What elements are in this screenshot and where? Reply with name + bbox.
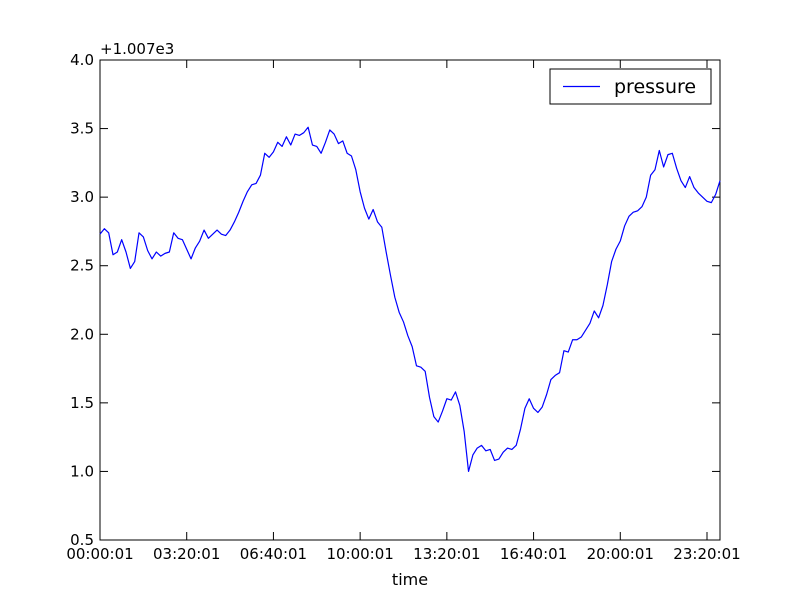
x-tick-label: 13:20:01 bbox=[413, 545, 480, 563]
y-tick-label: 3.0 bbox=[70, 188, 94, 206]
series-line-pressure bbox=[99, 126, 721, 473]
y-tick-label: 2.5 bbox=[70, 257, 94, 275]
series-group bbox=[99, 126, 721, 473]
x-tick-label: 16:40:01 bbox=[500, 545, 567, 563]
y-tick-label: 1.0 bbox=[70, 462, 94, 480]
y-tick-label: 0.5 bbox=[70, 531, 94, 549]
y-axis-offset-label: +1.007e3 bbox=[100, 40, 174, 58]
y-tick-label: 3.5 bbox=[70, 120, 94, 138]
x-tick-label: 06:40:01 bbox=[240, 545, 307, 563]
y-tick-label: 4.0 bbox=[70, 51, 94, 69]
y-axis-ticks: 0.5 1.0 1.5 2.0 2.5 3.0 3.5 4.0 bbox=[70, 51, 720, 549]
x-tick-label: 23:20:01 bbox=[673, 545, 740, 563]
plot-area-frame bbox=[99, 59, 721, 541]
legend: pressure bbox=[549, 68, 712, 105]
x-tick-label: 00:00:01 bbox=[66, 545, 133, 563]
x-axis-title: time bbox=[392, 570, 428, 589]
x-tick-label: 10:00:01 bbox=[326, 545, 393, 563]
y-tick-label: 1.5 bbox=[70, 394, 94, 412]
legend-series-label: pressure bbox=[614, 76, 696, 98]
x-axis-ticks: 00:00:01 03:20:01 06:40:01 10:00:01 13:20:01… bbox=[66, 60, 741, 563]
x-tick-label: 20:00:01 bbox=[587, 545, 654, 563]
x-tick-label: 03:20:01 bbox=[153, 545, 220, 563]
y-tick-label: 2.0 bbox=[70, 325, 94, 343]
